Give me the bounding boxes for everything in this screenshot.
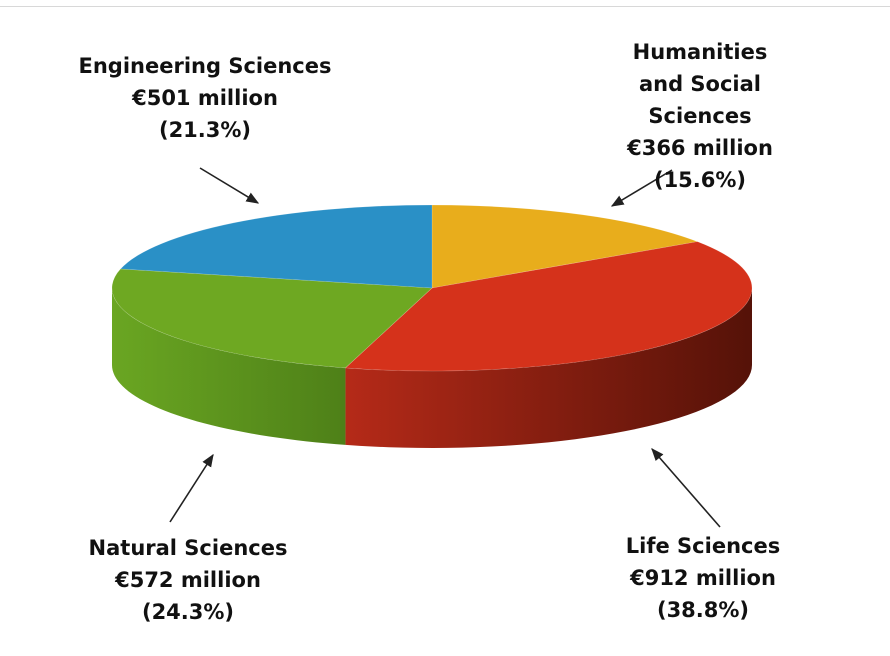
slice-label: Natural Sciences €572 million (24.3%) <box>58 532 318 628</box>
category-label: Life Sciences <box>625 534 781 558</box>
slice <box>111 268 433 369</box>
slice-side <box>112 288 346 445</box>
slice-side <box>345 288 752 448</box>
value-label: €912 million <box>630 566 776 590</box>
slice <box>431 204 699 289</box>
category-label: Natural Sciences <box>88 536 288 560</box>
arrow <box>610 169 673 207</box>
slice <box>119 204 433 289</box>
category-label: Humanities and Social Sciences <box>632 40 768 128</box>
value-label: €366 million <box>627 136 773 160</box>
slice <box>344 241 753 372</box>
slice-label: Humanities and Social Sciences €366 milli… <box>580 36 820 196</box>
arrows <box>169 167 721 528</box>
arrow <box>169 453 214 523</box>
pie <box>111 204 753 448</box>
category-label: Engineering Sciences <box>78 54 332 78</box>
arrow <box>199 167 260 204</box>
value-label: €572 million <box>115 568 261 592</box>
share-label: (24.3%) <box>141 600 235 624</box>
share-label: (38.8%) <box>656 598 750 622</box>
arrow <box>651 448 721 528</box>
value-label: €501 million <box>132 86 278 110</box>
slice-label: Life Sciences €912 million (38.8%) <box>583 530 823 626</box>
share-label: (21.3%) <box>158 118 252 142</box>
share-label: (15.6%) <box>653 168 747 192</box>
slice-label: Engineering Sciences €501 million (21.3%) <box>55 50 355 146</box>
